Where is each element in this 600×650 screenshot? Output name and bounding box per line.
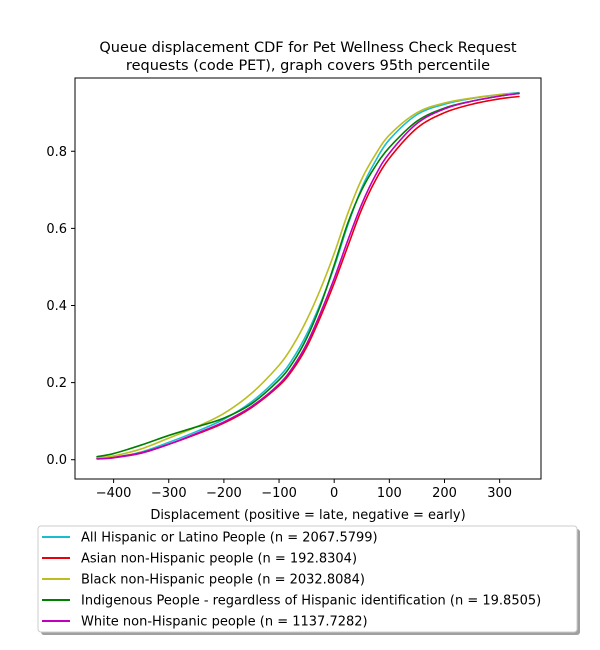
x-tick-label: 300 <box>487 486 512 501</box>
y-tick-label: 0.6 <box>46 222 67 237</box>
chart-title-line-1: Queue displacement CDF for Pet Wellness … <box>99 40 517 56</box>
x-tick-label: 200 <box>432 486 457 501</box>
x-tick-label: −400 <box>96 486 132 501</box>
y-tick-label: 0.4 <box>46 299 67 314</box>
series-line-2 <box>96 92 520 459</box>
chart-title-line-2: requests (code PET), graph covers 95th p… <box>126 58 490 74</box>
legend-label-2: Black non-Hispanic people (n = 2032.8084… <box>81 573 365 588</box>
legend-items: All Hispanic or Latino People (n = 2067.… <box>42 531 541 630</box>
legend-label-3: Indigenous People - regardless of Hispan… <box>81 594 541 609</box>
x-axis-ticks: −400 −300 −200 −100 0 100 200 300 <box>96 479 512 501</box>
x-axis-label: Displacement (positive = late, negative … <box>150 508 465 523</box>
series-line-3 <box>96 92 520 458</box>
legend-box <box>37 525 578 633</box>
x-tick-label: −200 <box>206 486 242 501</box>
x-tick-label: −300 <box>151 486 187 501</box>
series-line-4 <box>96 92 520 460</box>
legend-label-4: White non-Hispanic people (n = 1137.7282… <box>81 615 368 630</box>
legend-label-1: Asian non-Hispanic people (n = 192.8304) <box>81 552 357 567</box>
legend-label-0: All Hispanic or Latino People (n = 2067.… <box>81 531 378 546</box>
y-axis-ticks: 0.0 0.2 0.4 0.6 0.8 <box>46 145 75 468</box>
x-tick-label: 100 <box>377 486 402 501</box>
x-tick-label: −100 <box>261 486 297 501</box>
x-tick-label: 0 <box>330 486 338 501</box>
y-tick-label: 0.8 <box>46 145 67 160</box>
legend: All Hispanic or Latino People (n = 2067.… <box>37 525 580 635</box>
y-tick-label: 0.0 <box>46 453 67 468</box>
y-tick-label: 0.2 <box>46 376 67 391</box>
plot-frame <box>74 77 542 480</box>
plot-lines <box>96 91 520 460</box>
